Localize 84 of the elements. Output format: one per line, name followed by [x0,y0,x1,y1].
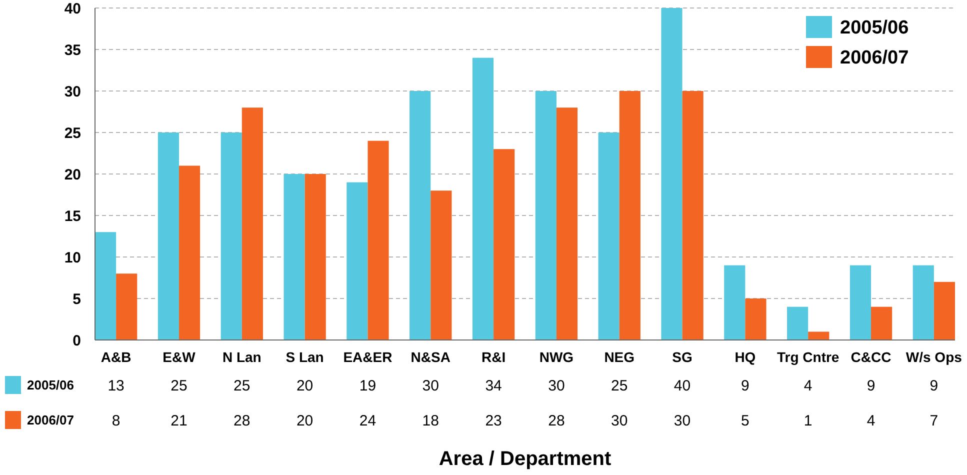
data-label: 4 [804,377,812,394]
data-label: 5 [741,412,750,430]
x-tick-label: C&CC [850,349,892,365]
data-label: 25 [611,377,628,394]
legend-label: 2006/07 [840,48,909,69]
data-label: 9 [866,377,876,394]
legend-label: 2005/06 [840,18,909,39]
bar [850,265,872,340]
bar [220,132,242,340]
bar [158,132,179,340]
y-tick-label: 20 [64,166,81,184]
bar [346,182,368,340]
data-label: 13 [108,377,124,394]
bar [934,282,955,340]
data-label: 28 [234,412,250,430]
data-label: 24 [359,412,376,430]
y-tick-label: 25 [64,124,81,142]
data-label: 21 [170,412,188,430]
x-tick-label: EA&ER [343,349,392,365]
bar [430,190,452,340]
bar [724,265,746,340]
bar [242,108,263,340]
data-label: 4 [866,412,876,430]
bar [95,232,116,340]
y-tick-label: 0 [72,332,81,350]
bar [912,265,934,340]
data-label: 30 [422,377,439,394]
x-tick-label: A&B [100,349,132,365]
bar [682,91,704,340]
bar [661,8,682,340]
x-tick-label: NWG [539,349,574,365]
x-tick-label: R&I [481,349,506,365]
bar [410,91,431,340]
data-label: 30 [674,412,691,430]
data-label: 7 [930,412,938,430]
bar [556,108,578,340]
y-tick-label: 30 [64,83,81,100]
x-tick-label: HQ [734,349,756,365]
bar [535,91,556,340]
data-label: 8 [112,412,120,430]
data-label: 30 [611,412,628,430]
x-tick-label: E&W [162,349,196,365]
x-tick-label: SG [672,349,692,365]
data-label: 20 [296,377,314,394]
data-label: 25 [170,377,188,394]
data-label: 30 [548,377,565,394]
data-label: 9 [741,377,750,394]
data-label: 23 [485,412,502,430]
y-tick-label: 10 [64,249,81,266]
bar [178,166,200,340]
x-tick-label: N Lan [222,349,262,365]
data-label: 40 [674,377,691,394]
bar [598,132,620,340]
x-tick-label: NEG [604,349,635,365]
x-tick-label: S Lan [286,349,324,365]
bar [284,174,305,340]
text: 2005/06 [27,378,74,393]
data-label: 9 [930,377,938,394]
x-tick-label: N&SA [410,349,450,365]
bar [787,306,808,340]
data-label: 1 [804,412,812,430]
bar [472,58,494,340]
x-tick-label: Trg Cntre [776,349,840,365]
data-label: 19 [359,377,376,394]
bar [619,91,640,340]
bar [871,306,892,340]
data-label: 28 [548,412,565,430]
bar [494,149,515,340]
y-tick-label: 15 [64,208,81,225]
bar [116,274,138,340]
data-label: 20 [296,412,314,430]
data-label: 34 [485,377,502,394]
bar [304,174,326,340]
bar [745,298,766,340]
x-axis-title: Area / Department [438,448,612,470]
y-tick-label: 40 [64,0,81,18]
data-label: 25 [234,377,250,394]
bar [808,332,830,340]
text: 2006/07 [27,412,74,428]
y-tick-label: 35 [64,42,81,59]
bar [368,140,389,340]
y-tick-label: 5 [72,290,81,308]
data-label: 18 [422,412,439,430]
x-tick-label: W/s Ops [906,349,962,365]
